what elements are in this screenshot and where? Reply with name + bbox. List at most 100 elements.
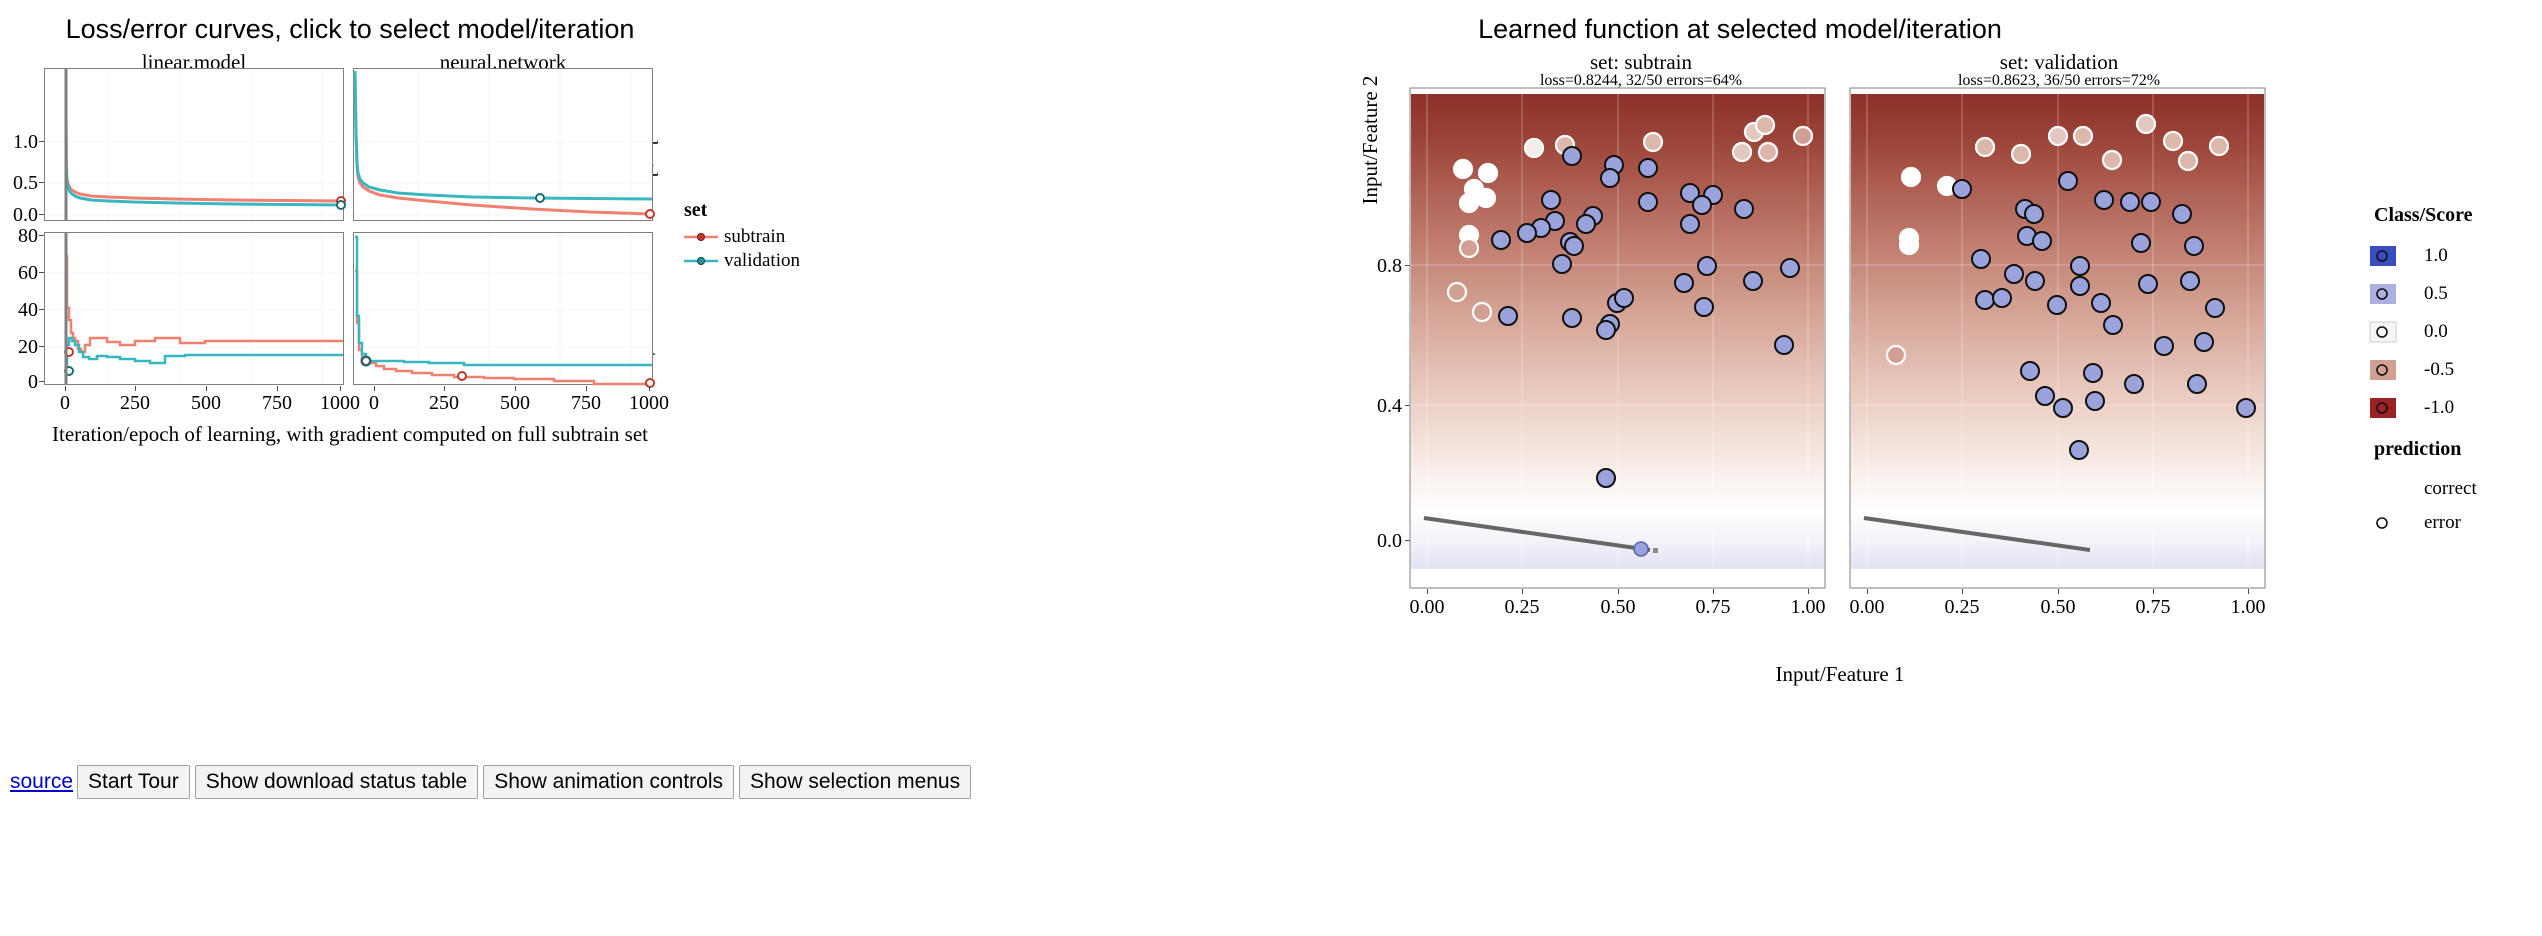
x-tick-0-b: 0	[369, 392, 379, 414]
panel-neural-network-error[interactable]	[353, 232, 655, 388]
x-tick-mark	[444, 386, 445, 391]
selected-point-subtrain	[645, 209, 655, 219]
show-animation-controls-button[interactable]: Show animation controls	[483, 765, 734, 800]
legend-item-prediction-correct[interactable]: correct	[2370, 478, 2477, 500]
legend-label-correct: correct	[2424, 478, 2477, 499]
x-tick-mark	[277, 386, 278, 391]
legend-item-class-m1[interactable]: -1.0	[2370, 397, 2454, 419]
curve-validation	[355, 235, 652, 367]
x-tick-500: 500	[191, 392, 221, 414]
x-tick-mark	[1808, 589, 1809, 594]
x-tick-0: 0	[60, 392, 70, 414]
class-score-legend-title: Class/Score	[2374, 204, 2473, 226]
legend-item-class-1[interactable]: 1.0	[2370, 245, 2448, 267]
x-tick-mark	[1713, 589, 1714, 594]
x-tick-mark	[649, 386, 650, 391]
x-tick-mark	[374, 386, 375, 391]
selected-point-validation	[360, 355, 372, 367]
right-facet-sub-subtrain: loss=0.8244, 32/50 errors=64%	[1539, 72, 1743, 89]
x-tick-mark	[2153, 589, 2154, 594]
x-tick-1000: 1000	[320, 392, 360, 414]
curve-validation	[65, 336, 343, 373]
y-tick-mark	[39, 309, 44, 310]
legend-swatch-m05-icon	[2370, 360, 2396, 380]
legend-swatch-m1-icon	[2370, 398, 2396, 418]
legend-item-class-m05[interactable]: -0.5	[2370, 359, 2454, 381]
scatter-panel-validation[interactable]	[1849, 87, 2266, 589]
y-tick-err-60: 60	[18, 262, 38, 284]
right-y-tick-08: 0.8	[1377, 255, 1402, 277]
y-tick-mark	[39, 141, 44, 142]
start-tour-button[interactable]: Start Tour	[77, 765, 190, 800]
right-plot-xlabel: Input/Feature 1	[1775, 662, 1905, 686]
set-legend-title: set	[684, 199, 708, 221]
right-facet-strip-validation: set: validation	[1999, 50, 2119, 74]
left-plot-xlabel: Iteration/epoch of learning, with gradie…	[52, 422, 648, 446]
right-plot-title: Learned function at selected model/itera…	[1478, 14, 2002, 44]
x-tick-mark	[135, 386, 136, 391]
selected-point-subtrain-end	[645, 378, 655, 388]
curve-subtrain	[355, 269, 652, 386]
x-tick-mark	[586, 386, 587, 391]
y-tick-mark	[39, 381, 44, 382]
y-tick-err-20: 20	[18, 336, 38, 358]
right-x-tick-100-b: 1.00	[2230, 596, 2266, 618]
y-tick-mark	[1405, 540, 1410, 541]
source-link[interactable]: source	[10, 770, 74, 794]
right-x-tick-000: 0.00	[1409, 596, 1445, 618]
legend-label-error: error	[2424, 512, 2461, 533]
curve-subtrain	[64, 116, 344, 203]
right-x-tick-075-b: 0.75	[2135, 596, 2171, 618]
legend-item-subtrain[interactable]: subtrain	[684, 226, 785, 248]
scatter-points-subtrain	[1446, 114, 1814, 557]
legend-swatch-0-icon	[2369, 321, 2397, 343]
panel-linear-model-error[interactable]	[44, 232, 344, 385]
decision-boundary	[1863, 516, 2091, 552]
right-y-tick-04: 0.4	[1377, 395, 1402, 417]
legend-label-class-m05: -0.5	[2424, 359, 2455, 380]
legend-item-class-0[interactable]: 0.0	[2369, 321, 2448, 343]
legend-key-error-icon	[2376, 517, 2388, 529]
y-tick-err-40: 40	[18, 299, 38, 321]
selected-point-validation	[336, 200, 346, 210]
legend-item-prediction-error[interactable]: error	[2370, 512, 2461, 534]
panel-neural-loss-svg	[353, 69, 655, 220]
curve-validation	[64, 109, 344, 207]
right-facet-sub-validation: loss=0.8623, 36/50 errors=72%	[1957, 72, 2161, 89]
decision-boundary	[1423, 516, 1651, 552]
y-tick-err-0: 0	[28, 371, 38, 393]
legend-key-validation-icon	[684, 256, 718, 266]
scatter-panel-subtrain[interactable]	[1409, 87, 1826, 589]
legend-swatch-05-icon	[2370, 284, 2396, 304]
right-scatter-svg[interactable]	[1409, 87, 2270, 603]
legend-key-correct-icon	[2376, 483, 2388, 495]
legend-item-validation[interactable]: validation	[684, 250, 800, 272]
x-tick-mark	[2058, 589, 2059, 594]
right-x-tick-050: 0.50	[1600, 596, 1636, 618]
x-tick-mark	[65, 386, 66, 391]
x-tick-1000-b: 1000	[629, 392, 669, 414]
right-facet-strip-subtrain: set: subtrain	[1589, 50, 1693, 74]
panel-neural-network-loss[interactable]	[353, 68, 655, 221]
y-tick-mark	[1405, 405, 1410, 406]
curve-subtrain	[65, 254, 343, 354]
x-tick-mark	[1962, 589, 1963, 594]
panel-linear-model-loss[interactable]	[44, 68, 346, 221]
prediction-legend-title: prediction	[2374, 438, 2462, 460]
x-tick-mark	[1427, 589, 1428, 594]
y-tick-loss-0: 0.0	[13, 204, 38, 226]
legend-label-class-1: 1.0	[2424, 245, 2448, 266]
right-x-tick-025: 0.25	[1504, 596, 1540, 618]
controls-bar: source Start Tour Show download status t…	[10, 765, 972, 800]
y-tick-mark	[39, 182, 44, 183]
y-tick-mark	[39, 214, 44, 215]
curve-validation	[353, 70, 653, 201]
legend-swatch-1-icon	[2370, 246, 2396, 266]
show-selection-menus-button[interactable]: Show selection menus	[739, 765, 972, 800]
legend-item-class-05[interactable]: 0.5	[2370, 283, 2448, 305]
legend-key-subtrain-icon	[684, 232, 718, 242]
legend-label-subtrain: subtrain	[724, 226, 786, 247]
show-download-status-table-button[interactable]: Show download status table	[194, 765, 479, 800]
x-tick-750: 750	[262, 392, 292, 414]
x-tick-mark	[2248, 589, 2249, 594]
